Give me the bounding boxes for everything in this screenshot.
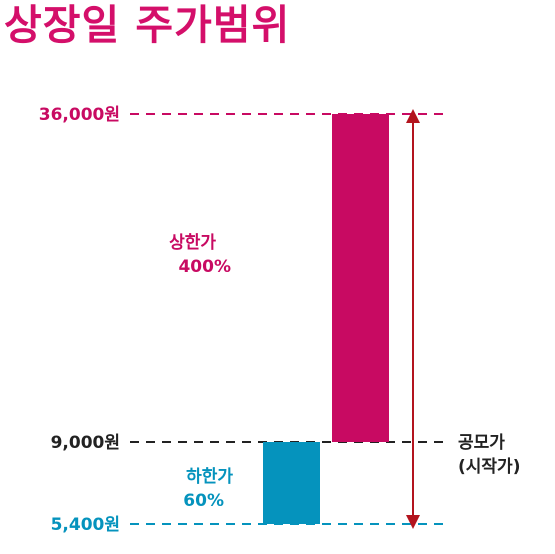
page-title: 상장일 주가범위 [4,1,291,49]
value-label-0: 36,000원 [39,105,120,125]
ipo-price-label: 공모가 [458,433,505,453]
ipo-price-sublabel: (시작가) [458,457,520,477]
lower-limit-label: 하한가 [186,467,233,487]
lower-bar [263,442,320,524]
upper-bar [332,114,389,442]
upper-limit-label: 상한가 [169,233,216,253]
lower-limit-percent: 60% [183,491,224,511]
value-label-1: 9,000원 [51,433,120,453]
value-label-2: 5,400원 [51,515,120,535]
upper-limit-percent: 400% [178,257,231,277]
